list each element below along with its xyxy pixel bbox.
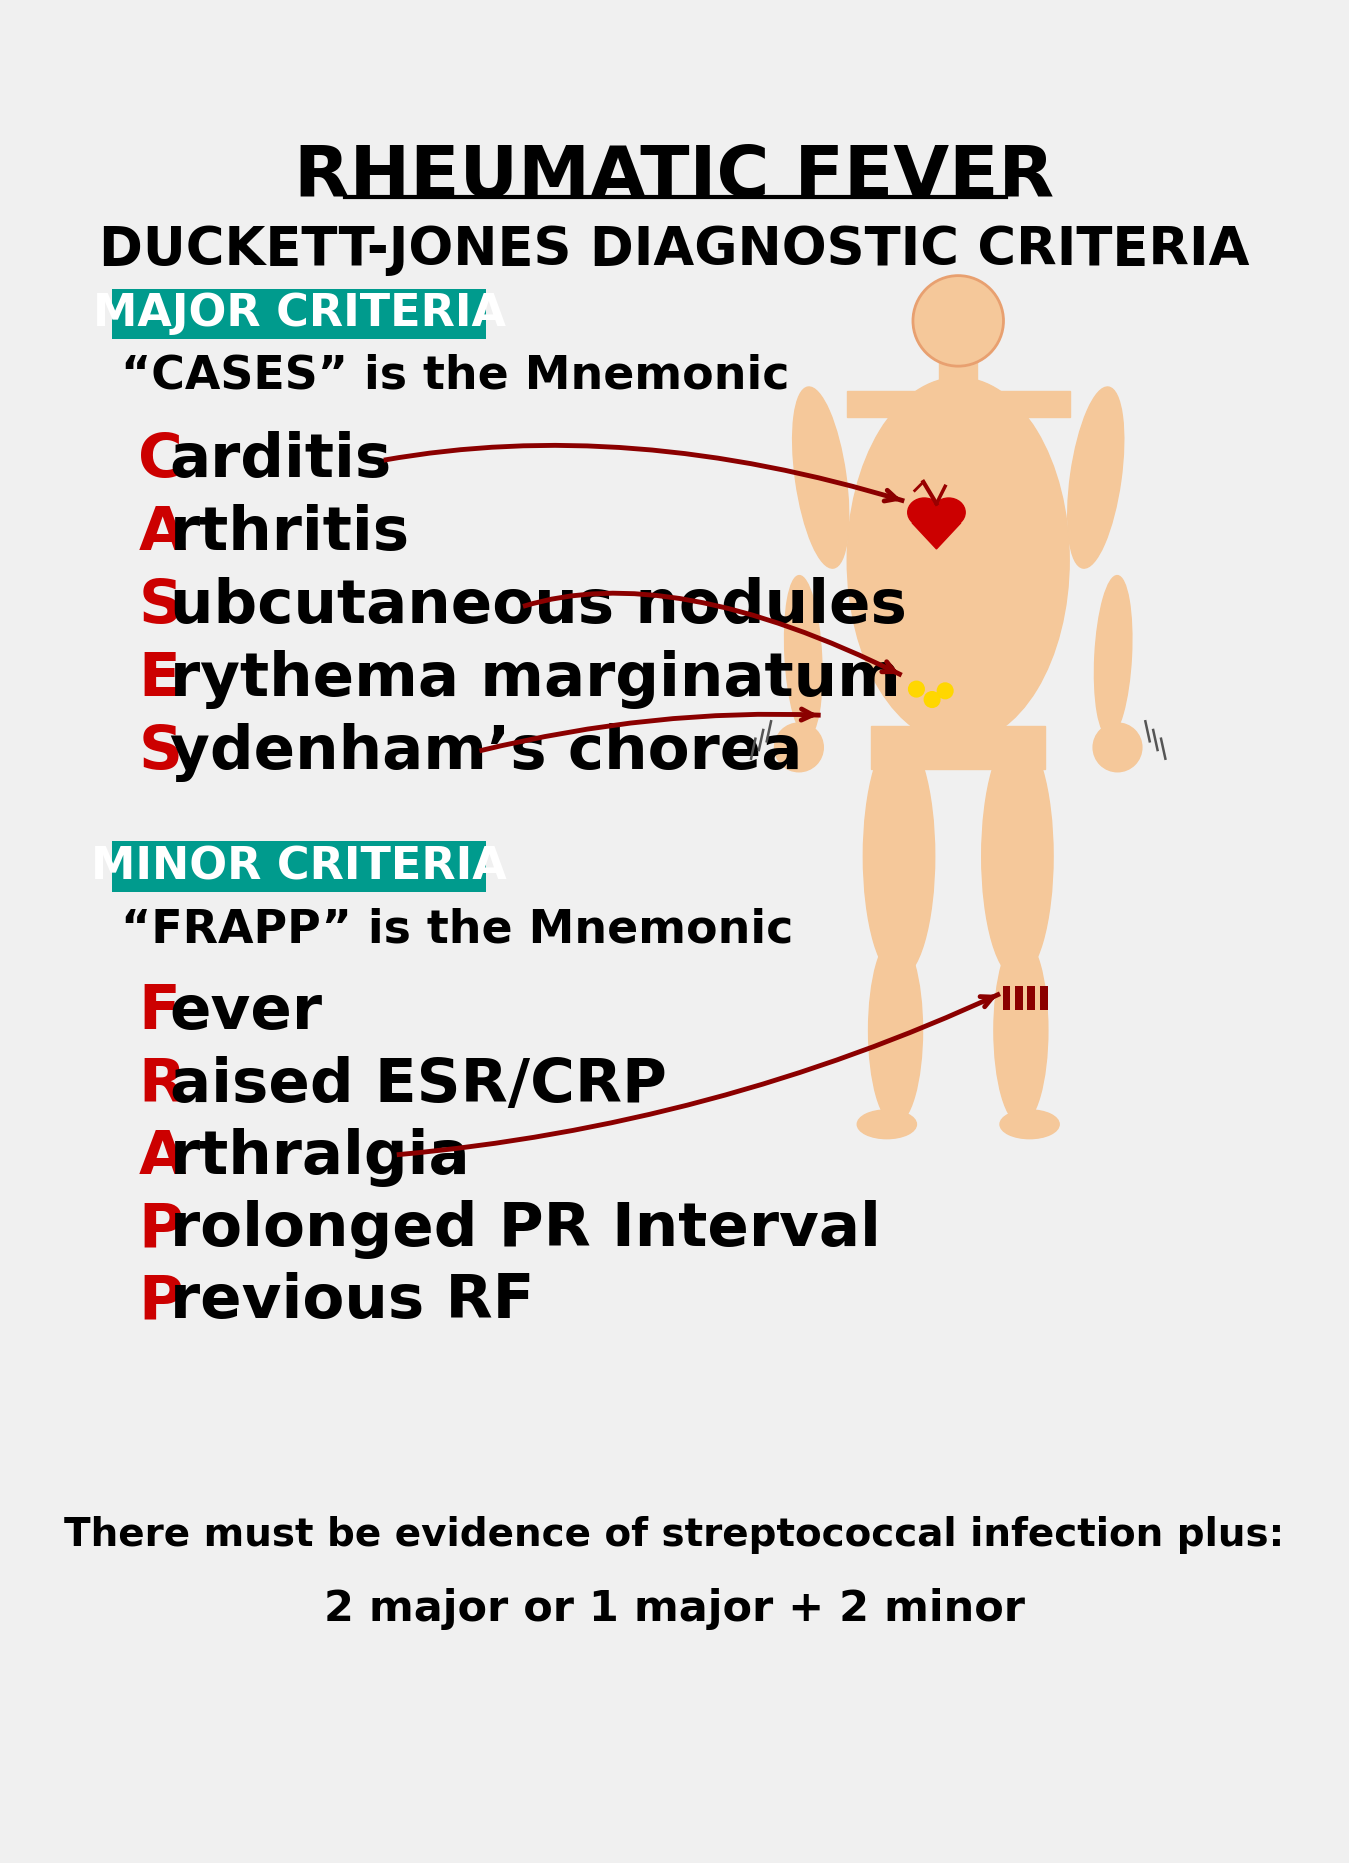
Text: 2 major or 1 major + 2 minor: 2 major or 1 major + 2 minor [324, 1587, 1025, 1630]
Circle shape [924, 691, 940, 708]
Text: P: P [138, 1272, 183, 1332]
Text: DUCKETT-JONES DIAGNOSTIC CRITERIA: DUCKETT-JONES DIAGNOSTIC CRITERIA [100, 224, 1249, 276]
FancyBboxPatch shape [1002, 986, 1010, 1010]
Text: MAJOR CRITERIA: MAJOR CRITERIA [93, 292, 506, 335]
Ellipse shape [982, 734, 1054, 978]
Text: aised ESR/CRP: aised ESR/CRP [170, 1056, 666, 1114]
Text: rolonged PR Interval: rolonged PR Interval [170, 1200, 881, 1259]
Ellipse shape [1094, 576, 1132, 736]
Ellipse shape [908, 497, 940, 527]
Text: S: S [138, 578, 182, 635]
Ellipse shape [793, 388, 849, 568]
Text: There must be evidence of streptococcal infection plus:: There must be evidence of streptococcal … [65, 1516, 1284, 1554]
Text: “FRAPP” is the Mnemonic: “FRAPP” is the Mnemonic [121, 907, 793, 952]
Polygon shape [912, 524, 960, 550]
Ellipse shape [863, 734, 935, 978]
Text: C: C [138, 430, 183, 490]
Ellipse shape [932, 497, 965, 527]
Text: rthritis: rthritis [170, 503, 410, 563]
FancyBboxPatch shape [112, 289, 487, 339]
Text: R: R [138, 1056, 185, 1114]
Ellipse shape [847, 378, 1070, 743]
Ellipse shape [1000, 1110, 1059, 1138]
Ellipse shape [1067, 388, 1124, 568]
Text: RHEUMATIC FEVER: RHEUMATIC FEVER [294, 143, 1055, 212]
Circle shape [774, 723, 823, 771]
FancyBboxPatch shape [871, 727, 1045, 769]
Ellipse shape [994, 937, 1048, 1123]
FancyBboxPatch shape [1014, 986, 1023, 1010]
Circle shape [1093, 723, 1141, 771]
Text: MINOR CRITERIA: MINOR CRITERIA [92, 846, 507, 889]
FancyBboxPatch shape [939, 356, 978, 399]
Circle shape [938, 684, 952, 699]
FancyBboxPatch shape [1027, 986, 1035, 1010]
Circle shape [909, 682, 924, 697]
Text: “CASES” is the Mnemonic: “CASES” is the Mnemonic [121, 354, 789, 399]
Text: A: A [138, 1127, 186, 1187]
Text: P: P [138, 1200, 183, 1259]
Text: arditis: arditis [170, 430, 391, 490]
Ellipse shape [857, 1110, 916, 1138]
Text: F: F [138, 984, 179, 1043]
FancyBboxPatch shape [847, 391, 1070, 417]
FancyBboxPatch shape [112, 842, 487, 892]
Text: ever: ever [170, 984, 322, 1043]
FancyBboxPatch shape [1040, 986, 1048, 1010]
Text: S: S [138, 723, 182, 782]
Circle shape [913, 276, 1004, 367]
Text: ydenham’s chorea: ydenham’s chorea [170, 723, 801, 782]
Ellipse shape [785, 576, 822, 736]
Text: revious RF: revious RF [170, 1272, 534, 1332]
Text: ubcutaneous nodules: ubcutaneous nodules [170, 578, 907, 635]
Ellipse shape [869, 937, 923, 1123]
Text: E: E [138, 650, 179, 710]
Text: A: A [138, 503, 186, 563]
Text: rythema marginatum: rythema marginatum [170, 650, 901, 710]
Text: rthralgia: rthralgia [170, 1127, 471, 1187]
